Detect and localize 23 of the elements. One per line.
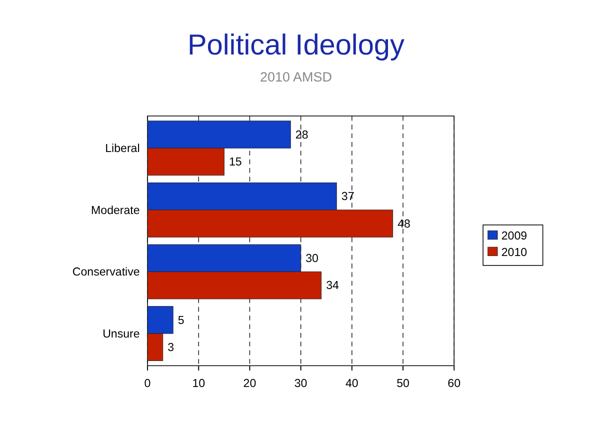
y-tick-label: Liberal <box>105 142 140 155</box>
data-label: 15 <box>228 156 242 169</box>
legend-label: 2010 <box>501 246 528 259</box>
data-label: 37 <box>341 191 354 204</box>
x-tick-label: 0 <box>144 378 151 390</box>
legend-label: 2009 <box>501 230 528 242</box>
data-label: 3 <box>168 342 174 354</box>
x-tick-label: 20 <box>243 378 256 390</box>
y-tick-label: Moderate <box>91 204 140 217</box>
data-label: 5 <box>178 314 184 327</box>
data-label: 28 <box>295 129 308 142</box>
data-label: 30 <box>306 253 318 265</box>
x-tick-label: 60 <box>448 378 461 390</box>
data-label: 48 <box>398 218 410 230</box>
y-tick-label: Unsure <box>102 328 140 340</box>
chart-title: Political Ideology <box>188 29 405 62</box>
x-tick-label: 50 <box>396 378 410 390</box>
x-tick-label: 10 <box>192 378 206 390</box>
x-tick-label: 30 <box>294 378 308 390</box>
x-tick-label: 40 <box>345 378 358 390</box>
chart-subtitle: 2010 AMSD <box>260 69 332 84</box>
y-tick-label: Conservative <box>72 266 140 279</box>
data-label: 34 <box>326 280 340 292</box>
